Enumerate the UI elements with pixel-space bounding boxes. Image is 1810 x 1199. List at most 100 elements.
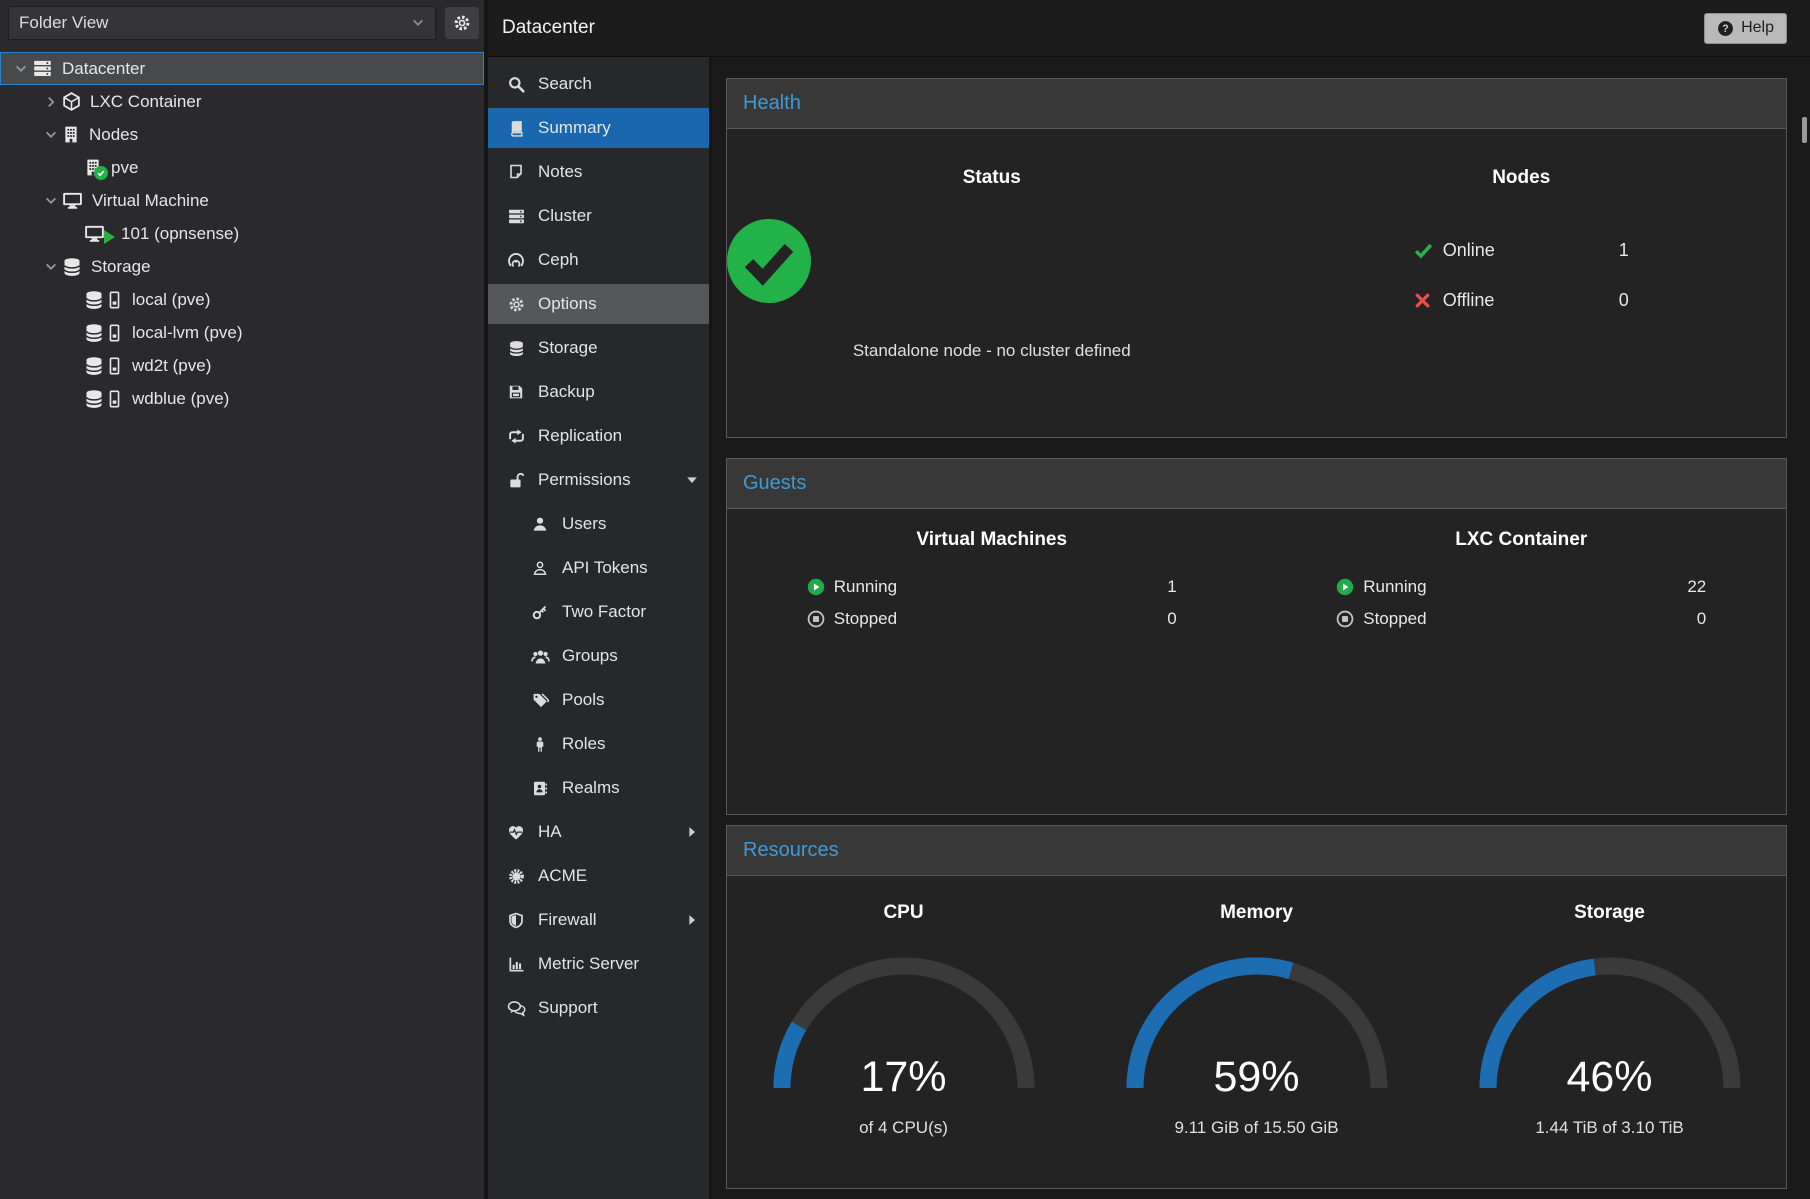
menu-item-cluster[interactable]: Cluster xyxy=(488,196,709,236)
tree-item-storage-local[interactable]: local (pve) xyxy=(0,283,484,316)
menu-item-storage[interactable]: Storage xyxy=(488,328,709,368)
tree-item-vm-101[interactable]: 101 (opnsense) xyxy=(0,217,484,250)
cpu-gauge-title: CPU xyxy=(727,902,1080,924)
tree-item-pve[interactable]: pve xyxy=(0,151,484,184)
vm-running-label: Running xyxy=(834,577,897,597)
note-icon xyxy=(508,164,524,180)
lxc-running-label: Running xyxy=(1363,577,1426,597)
menu-item-firewall[interactable]: Firewall xyxy=(488,900,709,940)
menu-item-label: Pools xyxy=(562,690,605,710)
tree-settings-button[interactable] xyxy=(444,6,480,40)
server-icon xyxy=(32,59,53,78)
menu-item-roles[interactable]: Roles xyxy=(488,724,709,764)
menu-item-label: HA xyxy=(538,822,562,842)
drive-icon xyxy=(106,389,123,409)
guests-panel-title: Guests xyxy=(743,472,806,495)
menu-item-label: Options xyxy=(538,294,597,314)
menu-item-two-factor[interactable]: Two Factor xyxy=(488,592,709,632)
menu-item-notes[interactable]: Notes xyxy=(488,152,709,192)
database-icon xyxy=(508,340,525,357)
lxc-title: LXC Container xyxy=(1257,529,1787,551)
resources-panel-title: Resources xyxy=(743,839,839,862)
status-title: Status xyxy=(727,167,1257,189)
view-mode-select[interactable]: Folder View xyxy=(8,6,436,40)
tree-item-label: Storage xyxy=(91,257,151,277)
chevron-right-icon[interactable] xyxy=(40,95,62,109)
lxc-running-value: 22 xyxy=(1687,577,1706,597)
menu-item-summary[interactable]: Summary xyxy=(488,108,709,148)
tree-item-storage-local-lvm[interactable]: local-lvm (pve) xyxy=(0,316,484,349)
cluster-status-column: Status Standalone node - no cluster defi… xyxy=(727,129,1257,361)
person-icon xyxy=(532,736,548,753)
vm-stopped-row: Stopped 0 xyxy=(807,603,1177,635)
chevron-down-icon[interactable] xyxy=(40,260,62,274)
nodes-offline-label: Offline xyxy=(1443,290,1495,311)
datacenter-menu: Search Summary Notes Cluster Ceph Option… xyxy=(488,57,712,1199)
menu-item-permissions[interactable]: Permissions xyxy=(488,460,709,500)
menu-item-ha[interactable]: HA xyxy=(488,812,709,852)
menu-item-label: Support xyxy=(538,998,598,1018)
unlock-icon xyxy=(508,472,525,489)
content-header: Datacenter Help xyxy=(488,0,1810,57)
play-circle-icon xyxy=(1336,578,1354,596)
summary-content: Health Status Standalone node - no clust… xyxy=(712,57,1810,1199)
chevron-down-icon[interactable] xyxy=(40,194,62,208)
tree-item-storage[interactable]: Storage xyxy=(0,250,484,283)
menu-item-realms[interactable]: Realms xyxy=(488,768,709,808)
caret-right-icon xyxy=(685,913,699,927)
tree-item-nodes[interactable]: Nodes xyxy=(0,118,484,151)
floppy-icon xyxy=(508,384,524,400)
nodes-offline-row: Offline 0 xyxy=(1414,275,1629,325)
tree-item-lxc-container[interactable]: LXC Container xyxy=(0,85,484,118)
menu-item-groups[interactable]: Groups xyxy=(488,636,709,676)
menu-item-replication[interactable]: Replication xyxy=(488,416,709,456)
tags-icon xyxy=(532,692,549,709)
help-button[interactable]: Help xyxy=(1704,13,1787,44)
storage-icon xyxy=(84,356,123,376)
retweet-icon xyxy=(508,428,525,445)
drive-icon xyxy=(106,290,123,310)
nodes-title: Nodes xyxy=(1257,167,1787,189)
guests-panel-header: Guests xyxy=(727,459,1786,509)
user-icon xyxy=(532,516,548,532)
menu-item-ceph[interactable]: Ceph xyxy=(488,240,709,280)
menu-item-options[interactable]: Options xyxy=(488,284,709,324)
memory-gauge-column: Memory 59% 9.11 GiB of 15.50 GiB xyxy=(1080,876,1433,1138)
menu-item-users[interactable]: Users xyxy=(488,504,709,544)
tree-item-storage-wdblue[interactable]: wdblue (pve) xyxy=(0,382,484,415)
menu-item-label: Groups xyxy=(562,646,618,666)
menu-item-metric-server[interactable]: Metric Server xyxy=(488,944,709,984)
address-book-icon xyxy=(532,780,548,797)
storage-gauge-title: Storage xyxy=(1433,902,1786,924)
tree-item-datacenter[interactable]: Datacenter xyxy=(0,52,484,85)
desktop-icon xyxy=(62,191,83,210)
menu-item-backup[interactable]: Backup xyxy=(488,372,709,412)
menu-item-label: Two Factor xyxy=(562,602,646,622)
online-check-icon xyxy=(94,166,108,180)
nodes-online-value: 1 xyxy=(1619,240,1629,261)
tree-item-label: local (pve) xyxy=(132,290,210,310)
storage-icon xyxy=(84,323,123,343)
tree-item-label: wd2t (pve) xyxy=(132,356,211,376)
menu-item-api-tokens[interactable]: API Tokens xyxy=(488,548,709,588)
tree-item-virtual-machine[interactable]: Virtual Machine xyxy=(0,184,484,217)
content-scrollbar[interactable] xyxy=(1799,115,1809,1199)
scrollbar-thumb[interactable] xyxy=(1802,117,1807,143)
chevron-down-icon[interactable] xyxy=(10,62,32,76)
menu-item-pools[interactable]: Pools xyxy=(488,680,709,720)
tree-item-label: Datacenter xyxy=(62,59,145,79)
menu-item-label: API Tokens xyxy=(562,558,648,578)
menu-item-search[interactable]: Search xyxy=(488,64,709,104)
storage-gauge-value: 46% xyxy=(1470,1053,1750,1102)
memory-gauge-value: 59% xyxy=(1117,1053,1397,1102)
search-icon xyxy=(508,76,525,93)
chevron-down-icon[interactable] xyxy=(40,128,62,142)
menu-item-acme[interactable]: ACME xyxy=(488,856,709,896)
tree-item-storage-wd2t[interactable]: wd2t (pve) xyxy=(0,349,484,382)
menu-item-label: Storage xyxy=(538,338,598,358)
vm-stopped-label: Stopped xyxy=(834,609,897,629)
vm-stopped-value: 0 xyxy=(1167,609,1176,629)
database-icon xyxy=(62,257,82,277)
menu-item-support[interactable]: Support xyxy=(488,988,709,1028)
chevron-down-icon xyxy=(411,16,425,30)
